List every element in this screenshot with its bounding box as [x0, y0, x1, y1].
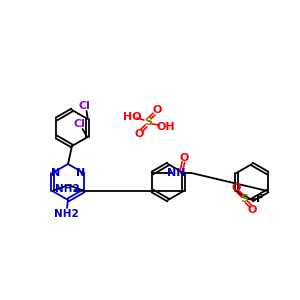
Text: O: O — [180, 153, 189, 163]
Text: NH2: NH2 — [55, 184, 80, 194]
Text: O: O — [152, 105, 162, 115]
Text: N: N — [51, 168, 60, 178]
Text: NH: NH — [167, 168, 186, 178]
Text: NH2: NH2 — [54, 209, 78, 219]
Text: HO: HO — [123, 112, 141, 122]
Text: O: O — [232, 183, 241, 193]
Text: OH: OH — [157, 122, 175, 132]
Text: O: O — [134, 129, 144, 139]
Text: Cl: Cl — [74, 119, 85, 129]
Text: N: N — [76, 168, 85, 178]
Text: F: F — [256, 194, 263, 204]
Text: S: S — [144, 117, 152, 127]
Text: Cl: Cl — [79, 101, 91, 111]
Text: O: O — [248, 205, 257, 215]
Text: S: S — [240, 194, 248, 204]
